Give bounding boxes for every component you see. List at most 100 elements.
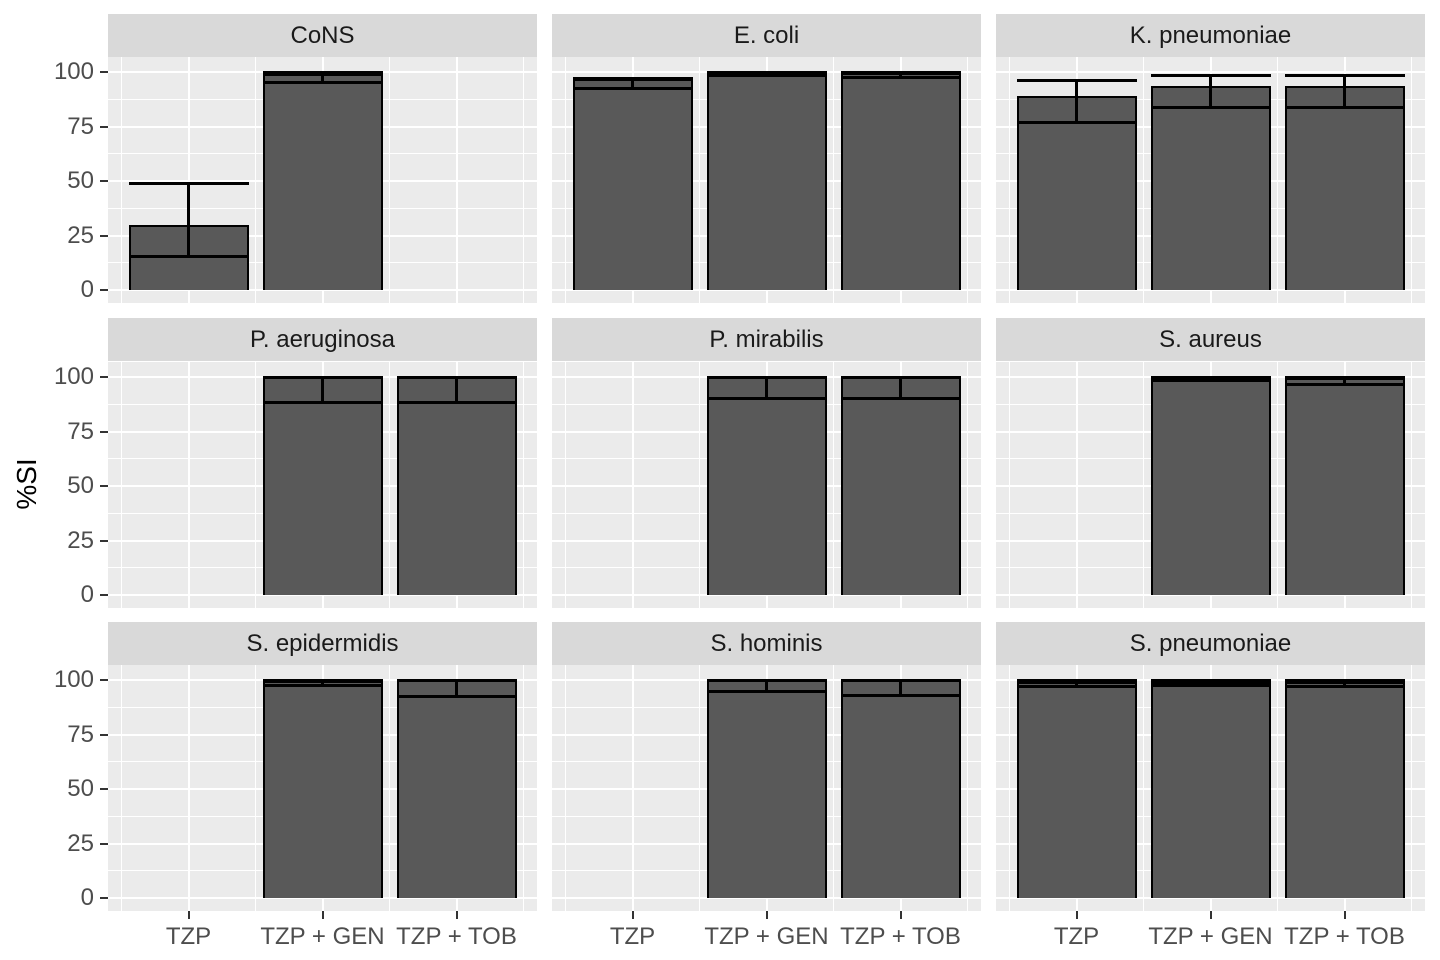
error-bar-line xyxy=(765,72,768,76)
facet-panel xyxy=(552,665,981,911)
facet-title: S. hominis xyxy=(710,629,823,657)
bar-tzp+gen xyxy=(262,377,383,595)
y-tick-mark xyxy=(100,842,108,845)
x-tick-mark xyxy=(1075,911,1078,919)
error-bar-line xyxy=(321,377,324,403)
y-tick-mark xyxy=(100,485,108,487)
facet-title: P. mirabilis xyxy=(709,325,824,353)
error-bar-cap xyxy=(396,695,517,699)
error-bar-cap xyxy=(1016,120,1137,124)
facet-panel xyxy=(552,362,981,608)
y-tick-mark xyxy=(100,125,108,128)
y-tick-label: 50 xyxy=(67,472,94,499)
facet-panel xyxy=(108,665,537,911)
y-tick-mark xyxy=(100,539,108,542)
x-tick-label: TZP + TOB xyxy=(840,923,961,950)
bar-tzp xyxy=(1016,95,1137,290)
bar-tzp+tob xyxy=(1284,681,1405,898)
y-tick-mark xyxy=(100,234,108,237)
y-tick-mark xyxy=(100,71,108,73)
gridline-major-vertical xyxy=(631,665,634,911)
error-bar-line xyxy=(1343,680,1346,687)
facet-strip: S. aureus xyxy=(996,318,1425,361)
error-bar-cap xyxy=(706,397,827,401)
bar-tzp+tob xyxy=(840,377,961,595)
bar-tzp+tob xyxy=(396,377,517,595)
bar-tzp+gen xyxy=(262,680,383,898)
error-bar-cap xyxy=(1150,378,1271,382)
error-bar-cap xyxy=(1284,678,1405,682)
bar-tzp+gen xyxy=(706,377,827,595)
facet-title: E. coli xyxy=(733,21,800,49)
error-bar-cap xyxy=(1150,678,1271,682)
facet-title: S. pneumoniae xyxy=(1129,629,1292,657)
y-tick-mark xyxy=(100,897,108,899)
x-tick-label: TZP xyxy=(1053,923,1100,950)
facet-panel xyxy=(996,665,1425,911)
error-bar-line xyxy=(187,183,190,257)
error-bar-line xyxy=(1209,377,1212,381)
error-bar-cap xyxy=(1284,74,1405,78)
x-tick-label: TZP xyxy=(609,923,656,950)
y-tick-mark xyxy=(100,788,108,790)
facet-strip: K. pneumoniae xyxy=(996,14,1425,57)
gridline-major-vertical xyxy=(187,57,190,303)
error-bar-cap xyxy=(1150,106,1271,110)
error-bar-cap xyxy=(1016,678,1137,682)
facet-strip: CoNS xyxy=(108,14,537,57)
error-bar-line xyxy=(1075,680,1078,687)
error-bar-cap xyxy=(262,400,383,404)
error-bar-cap xyxy=(262,684,383,688)
x-tick-label: TZP + GEN xyxy=(704,923,829,950)
error-bar-cap xyxy=(706,70,827,74)
bar-tzp xyxy=(572,78,693,290)
facet-strip: P. aeruginosa xyxy=(108,318,537,361)
facet-panel xyxy=(996,362,1425,608)
x-tick-label: TZP + GEN xyxy=(260,923,385,950)
y-tick-label: 50 xyxy=(67,167,94,194)
x-tick-mark xyxy=(455,911,458,919)
facet-panel xyxy=(108,57,537,303)
bar-tzp+tob xyxy=(840,680,961,898)
error-bar-line xyxy=(455,377,458,403)
facet-strip: E. coli xyxy=(552,14,981,57)
x-tick-label: TZP + TOB xyxy=(1284,923,1405,950)
gridline-major-vertical xyxy=(1075,362,1078,608)
error-bar-line xyxy=(631,78,634,89)
y-tick-label: 25 xyxy=(67,526,94,554)
y-tick-label: 75 xyxy=(67,720,94,748)
y-tick-mark xyxy=(100,733,108,736)
error-bar-cap xyxy=(840,76,961,80)
x-tick-label: TZP + GEN xyxy=(1148,923,1273,950)
y-tick-label: 0 xyxy=(80,276,94,303)
facet-title: P. aeruginosa xyxy=(249,325,395,353)
y-tick-mark xyxy=(100,679,108,681)
error-bar-line xyxy=(765,680,768,692)
error-bar-cap xyxy=(706,73,827,77)
error-bar-cap xyxy=(840,375,961,379)
error-bar-line xyxy=(899,72,902,78)
error-bar-cap xyxy=(262,375,383,379)
error-bar-line xyxy=(899,377,902,399)
error-bar-line xyxy=(1075,80,1078,123)
facet-title: S. epidermidis xyxy=(246,629,399,657)
facet-panel xyxy=(108,362,537,608)
error-bar-cap xyxy=(840,693,961,697)
error-bar-line xyxy=(321,680,324,686)
y-tick-label: 100 xyxy=(53,666,94,693)
gridline-major-vertical xyxy=(455,57,458,303)
error-bar-line xyxy=(1343,377,1346,385)
facet-strip: S. pneumoniae xyxy=(996,622,1425,665)
error-bar-cap xyxy=(706,689,827,693)
error-bar-cap xyxy=(262,71,383,75)
bar-tzp+gen xyxy=(1150,681,1271,898)
error-bar-cap xyxy=(706,375,827,379)
y-tick-mark xyxy=(100,430,108,433)
error-bar-cap xyxy=(1016,78,1137,82)
error-bar-cap xyxy=(1284,375,1405,379)
error-bar-cap xyxy=(840,70,961,74)
y-tick-mark xyxy=(100,180,108,182)
x-tick-mark xyxy=(1343,911,1346,919)
x-tick-mark xyxy=(899,911,902,919)
